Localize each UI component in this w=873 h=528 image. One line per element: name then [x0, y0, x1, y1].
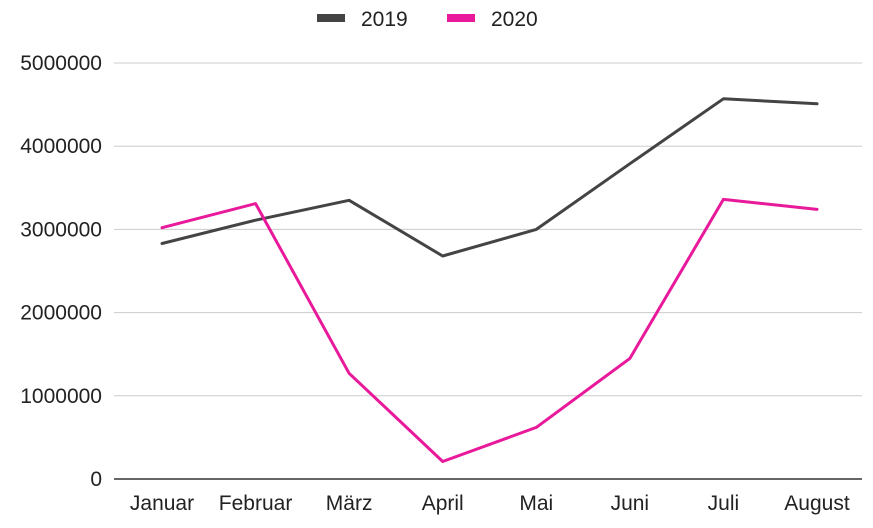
y-tick-label: 3000000 — [20, 218, 102, 241]
x-tick-label: Juni — [611, 492, 650, 515]
legend-swatch-2020 — [447, 14, 475, 22]
y-tick-label: 1000000 — [20, 385, 102, 408]
grid-lines — [114, 62, 862, 480]
x-tick-label: Februar — [219, 492, 293, 515]
series-lines — [160, 97, 819, 463]
x-tick-label: Mai — [519, 492, 553, 515]
y-tick-label: 4000000 — [20, 135, 102, 158]
legend-swatch-2019 — [317, 14, 345, 22]
series-line-2019 — [160, 97, 819, 258]
y-tick-label: 5000000 — [20, 52, 102, 75]
y-tick-label: 2000000 — [20, 302, 102, 325]
y-axis: 0 1000000 2000000 3000000 4000000 5000000 — [20, 52, 102, 491]
legend-label-2019: 2019 — [361, 8, 408, 31]
legend: 2019 2020 — [317, 8, 538, 31]
x-tick-label: August — [784, 492, 850, 515]
series-line-2020 — [160, 197, 819, 463]
x-tick-label: April — [422, 492, 464, 515]
x-tick-label: Juli — [708, 492, 740, 515]
x-axis: Januar Februar März April Mai Juni Juli August — [130, 492, 850, 515]
x-tick-label: März — [326, 492, 373, 515]
y-tick-label: 0 — [90, 468, 102, 491]
x-tick-label: Januar — [130, 492, 194, 515]
legend-label-2020: 2020 — [491, 8, 538, 31]
